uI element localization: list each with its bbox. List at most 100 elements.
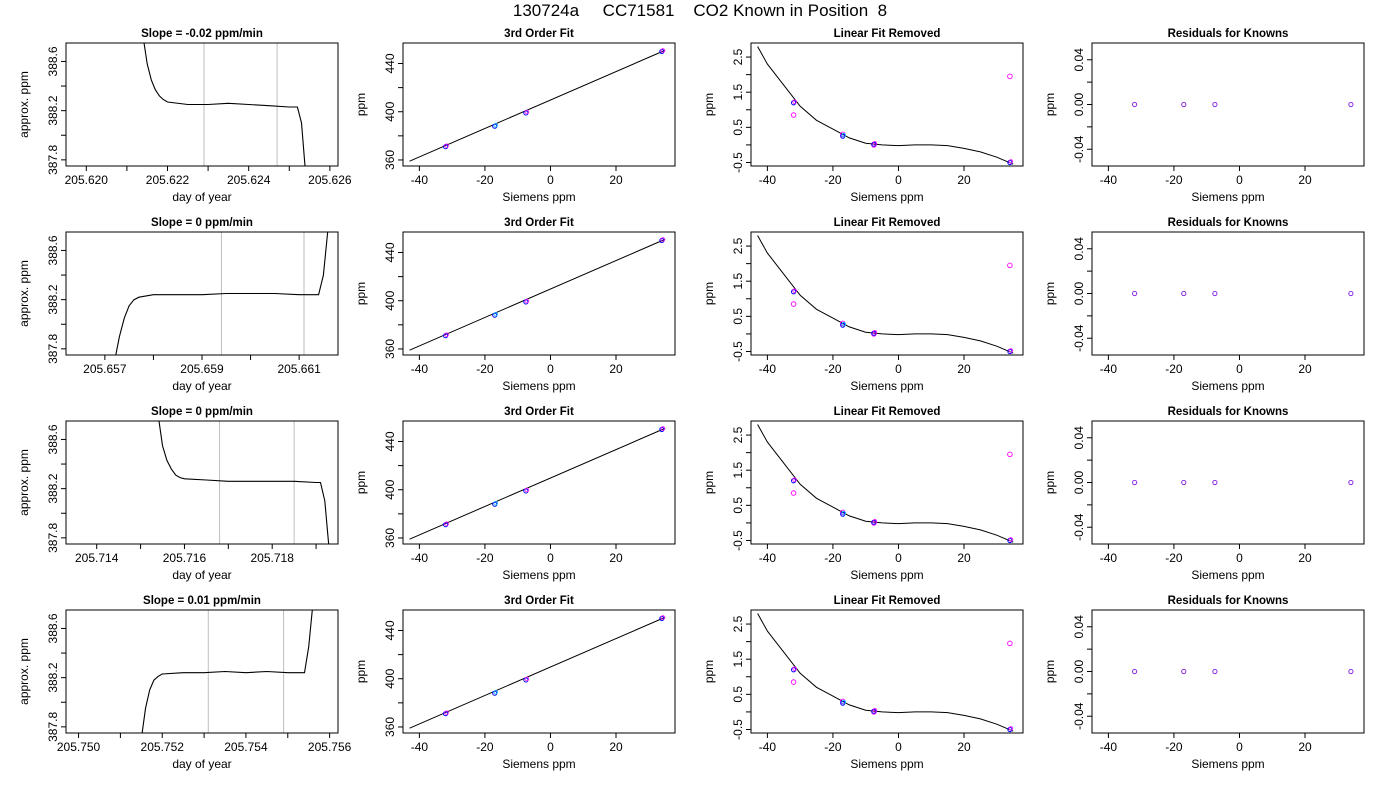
y-axis-label: approx. ppm xyxy=(17,260,31,327)
x-tick-label: 205.714 xyxy=(75,551,119,565)
plot-frame xyxy=(402,231,676,356)
plot-frame xyxy=(65,231,339,356)
x-tick-label: 0 xyxy=(1236,740,1243,754)
data-point-overlay xyxy=(841,321,846,327)
y-tick-label: 2.5 xyxy=(731,48,745,65)
y-tick-label: 388.2 xyxy=(46,95,60,125)
plot-frame xyxy=(750,420,1024,545)
x-tick-label: -40 xyxy=(411,740,429,754)
data-point-overlay xyxy=(524,676,530,682)
x-tick-label: -40 xyxy=(759,551,777,565)
x-tick-label: 205.716 xyxy=(163,551,207,565)
x-tick-label: 205.756 xyxy=(308,740,352,754)
plot-area xyxy=(757,613,1014,733)
chart-panel-1-1: Slope = -0.02 ppm/min 205.620 205.622 205.6… xyxy=(17,28,352,204)
x-axis-label: Siemens ppm xyxy=(1191,757,1264,771)
plot-frame xyxy=(750,42,1024,167)
series-line xyxy=(143,43,306,166)
data-point-overlay xyxy=(493,312,498,317)
y-tick-label: 1.5 xyxy=(731,651,745,668)
data-point-overlay xyxy=(841,132,846,138)
y-axis-label: ppm xyxy=(1043,93,1057,116)
page-title: 130724a CC71581 CO2 Known in Position 8 xyxy=(512,1,888,20)
plot-area xyxy=(1132,290,1354,297)
x-tick-label: 0 xyxy=(1236,551,1243,565)
data-point xyxy=(1348,668,1354,675)
x-tick-label: -40 xyxy=(411,362,429,376)
plot-frame xyxy=(65,420,339,545)
chart-title: Slope = 0 ppm/min xyxy=(151,406,253,418)
x-axis-label: day of year xyxy=(172,568,231,582)
chart-title: Linear Fit Removed xyxy=(834,406,941,418)
y-tick-label: 0.04 xyxy=(1072,237,1086,261)
plot-area xyxy=(757,235,1014,355)
data-point xyxy=(1181,668,1187,675)
plot-frame xyxy=(1091,231,1365,356)
data-point-overlay xyxy=(841,510,846,516)
y-tick-label: 0.04 xyxy=(1072,615,1086,639)
fit-line xyxy=(409,238,666,351)
x-tick-label: 0 xyxy=(895,173,902,187)
plot-frame xyxy=(402,420,676,545)
x-tick-label: 20 xyxy=(1298,362,1312,376)
y-tick-label: -0.5 xyxy=(731,719,745,740)
x-tick-label: -20 xyxy=(824,173,842,187)
data-point-overlay xyxy=(841,699,846,705)
y-tick-label: 440 xyxy=(383,620,397,640)
x-tick-label: -20 xyxy=(476,173,494,187)
x-tick-label: 205.750 xyxy=(57,740,101,754)
y-tick-label: 0.5 xyxy=(731,497,745,514)
x-tick-label: 205.626 xyxy=(308,173,352,187)
x-tick-label: -20 xyxy=(476,740,494,754)
data-point-overlay xyxy=(872,708,878,713)
x-tick-label: 20 xyxy=(1298,740,1312,754)
series-line xyxy=(141,610,313,733)
chart-panel-4-4: Residuals for Knowns -40 -20 0 20 -0.04 0.00 0.… xyxy=(1043,595,1365,771)
x-axis-label: Siemens ppm xyxy=(502,190,575,204)
y-axis-label: ppm xyxy=(354,471,368,494)
data-point-overlay xyxy=(493,690,498,695)
y-tick-label: 0.04 xyxy=(1072,426,1086,450)
y-tick-label: 360 xyxy=(383,339,397,359)
y-tick-label: 1.5 xyxy=(731,462,745,479)
y-axis-label: ppm xyxy=(702,93,716,116)
y-tick-label: 440 xyxy=(383,431,397,451)
plot-area xyxy=(409,615,666,729)
x-tick-label: 205.622 xyxy=(146,173,190,187)
y-tick-label: 387.8 xyxy=(46,334,60,364)
plot-frame xyxy=(1091,420,1365,545)
y-axis-label: approx. ppm xyxy=(17,449,31,516)
data-point xyxy=(1348,479,1354,486)
x-tick-label: -40 xyxy=(759,362,777,376)
y-axis-label: ppm xyxy=(1043,471,1057,494)
y-tick-label: 388.2 xyxy=(46,473,60,503)
y-tick-label: 0.00 xyxy=(1072,659,1086,683)
y-axis-label: ppm xyxy=(1043,660,1057,683)
y-tick-label: 0.00 xyxy=(1072,470,1086,494)
chart-panel-2-3: Linear Fit Removed -40 -20 0 20 -0.5 0.5 1.5 2.5… xyxy=(702,217,1024,393)
y-axis-label: ppm xyxy=(702,471,716,494)
y-tick-label: 387.8 xyxy=(46,145,60,175)
data-point-overlay xyxy=(444,143,449,148)
y-tick-label: 0.5 xyxy=(731,119,745,136)
data-point-overlay xyxy=(1008,537,1014,542)
data-point-alt xyxy=(1007,640,1013,647)
x-axis-label: Siemens ppm xyxy=(850,190,923,204)
data-point-overlay xyxy=(493,501,498,506)
data-point-overlay xyxy=(872,141,878,146)
chart-title: Slope = 0.01 ppm/min xyxy=(143,595,261,607)
plot-area xyxy=(757,424,1014,544)
x-tick-label: 205.718 xyxy=(250,551,294,565)
y-axis-label: ppm xyxy=(702,660,716,683)
y-axis-label: approx. ppm xyxy=(17,71,31,138)
data-point-overlay xyxy=(524,487,530,493)
chart-title: 3rd Order Fit xyxy=(504,406,574,418)
x-tick-label: 20 xyxy=(957,362,971,376)
y-tick-label: -0.5 xyxy=(731,341,745,362)
x-tick-label: -20 xyxy=(476,362,494,376)
plot-area xyxy=(1132,101,1354,108)
x-axis-label: day of year xyxy=(172,757,231,771)
y-tick-label: -0.04 xyxy=(1072,513,1086,541)
y-tick-label: 0.5 xyxy=(731,308,745,325)
